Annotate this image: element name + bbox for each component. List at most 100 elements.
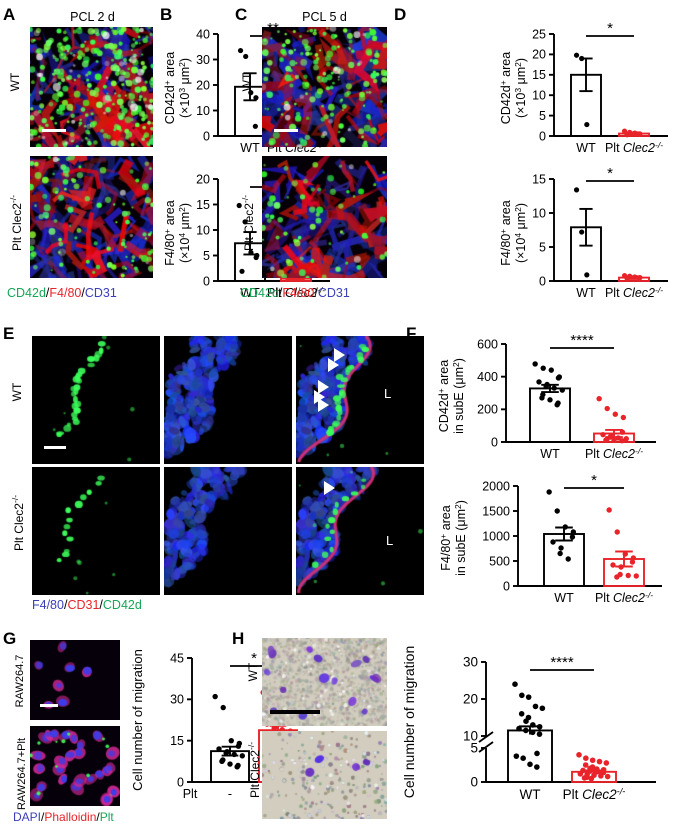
legend-f480: F4/80 [32, 598, 64, 612]
data-point [610, 562, 616, 568]
arrowhead-marker [318, 398, 329, 412]
x-tick-label-ko: Plt Clec2-/- [563, 787, 626, 802]
x-tick-label-ko: Plt Clec2-/- [605, 285, 663, 300]
data-point [516, 725, 522, 732]
y-tick-label: 10 [463, 729, 478, 744]
svg-text:Cell number of migration: Cell number of migration [401, 646, 417, 799]
panel-h-row-label-wt: WT [246, 662, 260, 682]
data-point [621, 128, 628, 134]
data-point [536, 379, 542, 385]
plot-D_bottom: 0 5 10 15 * WT Plt Clec2-/- [532, 165, 668, 300]
data-point [539, 395, 545, 401]
data-point [220, 704, 226, 711]
y-tick-label: 20 [196, 172, 210, 186]
data-point [619, 429, 626, 435]
data-point [539, 705, 546, 712]
svg-text:(×104 μm2): (×104 μm2) [513, 203, 528, 263]
y-tick-label: 2000 [482, 479, 510, 493]
panel-e-row-label-ko: Plt Clec2-/- [10, 494, 26, 552]
data-point [548, 367, 554, 373]
data-point [589, 757, 596, 764]
y-tick-label: 40 [196, 27, 210, 41]
y-axis-title: F4/80+ area in subE (μm2) [438, 500, 468, 576]
data-point [550, 539, 556, 545]
data-point [579, 229, 585, 235]
data-point [557, 550, 563, 557]
data-point [598, 773, 604, 779]
panel-h-image-wt [262, 638, 387, 726]
data-point [622, 551, 628, 557]
y-tick-label: 15 [532, 68, 546, 82]
svg-text:Plt Clec2-/-: Plt Clec2-/- [267, 285, 325, 300]
significance-marker: * [607, 165, 613, 182]
data-point [559, 387, 565, 393]
data-point [219, 758, 225, 765]
plot-H_chart: 0 510 20 30 **** WT Plt Clec2-/- [463, 654, 656, 802]
data-point [636, 131, 642, 137]
y-tick-label: 30 [170, 693, 184, 707]
arrowhead-marker [314, 390, 325, 404]
y-tick-label: 10 [196, 223, 210, 237]
y-tick-label: 400 [477, 370, 498, 384]
panel-a-title: PCL 2 d [70, 10, 115, 24]
panel-label-b: B [160, 5, 173, 24]
panel-c-image-ko [262, 156, 387, 278]
panel-e-image-wt-green [32, 336, 160, 464]
chart-f-top: 0 200 400 600 **** WT Plt Clec2-/- CD42d+ area i… [424, 332, 680, 466]
svg-text:F4/80+ area: F4/80+ area [162, 200, 177, 265]
arrowhead-marker [318, 380, 329, 394]
significance-marker: **** [570, 332, 594, 349]
panel-e-legend: F4/80/CD31/CD42d [32, 598, 142, 612]
data-point [558, 545, 564, 551]
panel-g-image-raw [30, 640, 120, 720]
svg-text:in subE (μm2): in subE (μm2) [453, 500, 468, 576]
panel-h-row-label-ko: Plt Clec2-/- [246, 741, 262, 799]
data-point [614, 574, 620, 580]
data-point [588, 775, 595, 782]
data-point [523, 718, 529, 724]
y-tick-label: 15 [196, 198, 210, 212]
data-point [569, 534, 576, 540]
y-tick-label: 5 [539, 240, 546, 254]
x-axis-label: Plt [183, 787, 198, 801]
data-point [629, 559, 636, 565]
panel-a-row-label-wt: WT [8, 72, 22, 92]
panel-g-row-label-2: RAW264.7+Plt [16, 737, 28, 811]
data-point [611, 437, 617, 444]
x-tick-label-wt: WT [240, 141, 260, 155]
data-point [554, 402, 560, 408]
data-point [576, 752, 582, 758]
panel-a-legend: CD42d/F4/80/CD31 [7, 286, 117, 300]
legend-cd42d: CD42d [102, 598, 142, 612]
data-point [583, 755, 589, 761]
data-point [596, 758, 603, 765]
y-axis-title: Cell number of migration [401, 646, 417, 799]
svg-text:(×103 μm2): (×103 μm2) [513, 58, 528, 118]
y-axis-title: CD42d+ area(×103 μm2) [498, 52, 528, 124]
scale-bar [270, 710, 320, 714]
data-point [527, 761, 533, 768]
panel-a-image-ko [30, 156, 153, 278]
data-point [534, 764, 540, 770]
data-point [279, 726, 285, 733]
panel-e-image-wt-merge: L [296, 336, 424, 464]
data-point [551, 385, 557, 391]
svg-text:Plt Clec2-/-: Plt Clec2-/- [585, 446, 643, 461]
bar-wt [543, 533, 585, 587]
data-point [518, 711, 525, 717]
data-point [619, 437, 625, 444]
data-point [529, 729, 536, 736]
y-tick-label: 15 [532, 172, 546, 186]
panel-e-image-ko-green [32, 467, 160, 595]
data-point [234, 764, 240, 770]
data-point [253, 95, 259, 101]
data-point [543, 383, 549, 390]
data-point [223, 750, 229, 756]
y-tick-label: 5 [470, 741, 478, 756]
chart-d-bottom: 0 5 10 15 * WT Plt Clec2-/- F4/80+ area (×104 μm… [496, 163, 680, 303]
panel-c-image-wt [262, 27, 387, 147]
panel-e-image-ko-merge: L [296, 467, 424, 595]
y-tick-label: 15 [170, 734, 184, 748]
